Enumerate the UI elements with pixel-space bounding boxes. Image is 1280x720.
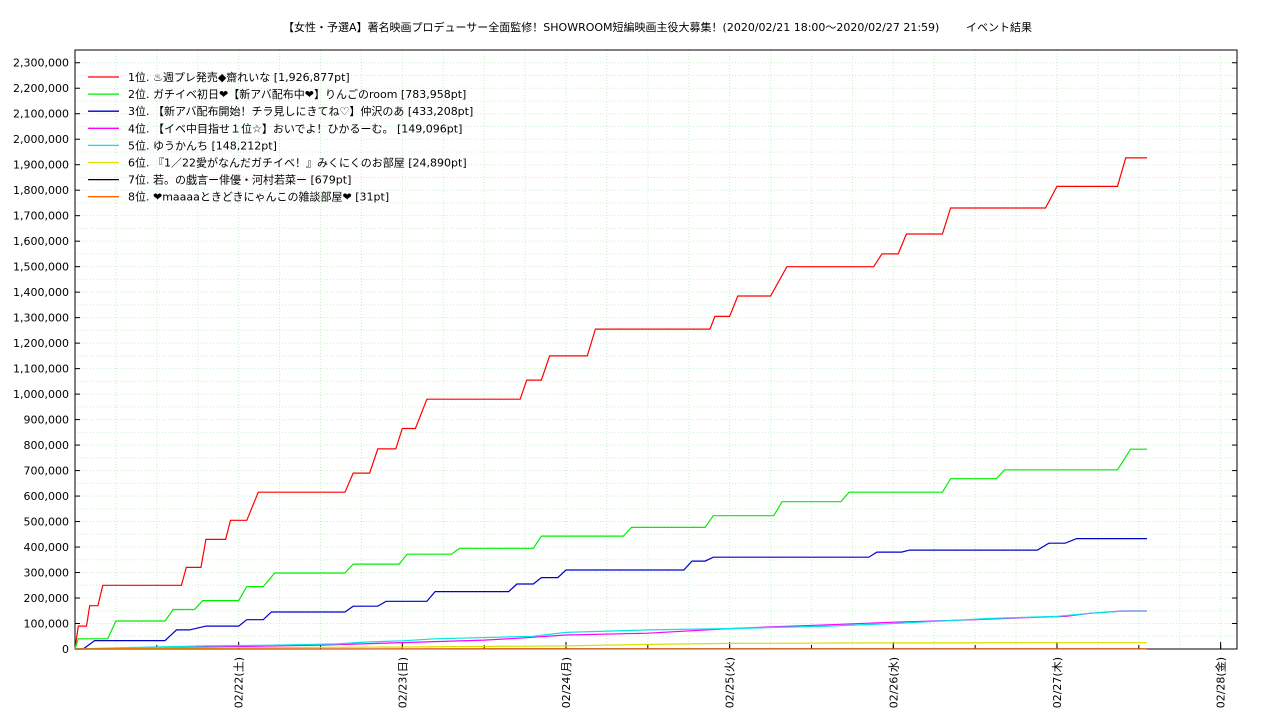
y-tick-label: 900,000 bbox=[24, 414, 70, 427]
y-tick-label: 300,000 bbox=[24, 567, 70, 580]
legend-label-7: 7位. 若。の戯言ー俳優・河村若菜ー [679pt] bbox=[128, 173, 351, 187]
x-tick-label: 02/28(金) bbox=[1214, 657, 1228, 708]
y-tick-label: 1,300,000 bbox=[13, 312, 69, 325]
y-tick-label: 1,000,000 bbox=[13, 388, 69, 401]
x-tick-label: 02/22(土) bbox=[233, 657, 246, 708]
grid-layer bbox=[74, 49, 1237, 650]
y-tick-label: 200,000 bbox=[24, 592, 70, 605]
series-line-5 bbox=[74, 610, 1147, 650]
chart-subtitle: イベント結果 bbox=[966, 20, 1032, 34]
series-line-6 bbox=[74, 642, 1147, 650]
y-tick-label: 800,000 bbox=[24, 439, 70, 452]
y-tick-label: 1,200,000 bbox=[13, 337, 69, 350]
series-line-2 bbox=[74, 448, 1147, 650]
x-tick-label: 02/27(木) bbox=[1051, 657, 1064, 708]
x-tick-label: 02/25(火) bbox=[724, 657, 737, 708]
legend-label-1: 1位. ♨週プレ発売◆齋れいな [1,926,877pt] bbox=[128, 70, 350, 84]
legend-label-6: 6位. 『1／22愛がなんだガチイベ！』みくにくのお部屋 [24,890pt] bbox=[128, 156, 467, 170]
y-tick-label: 2,300,000 bbox=[13, 57, 69, 70]
x-tick-label: 02/26(水) bbox=[887, 657, 900, 708]
y-tick-label: 2,100,000 bbox=[13, 108, 69, 121]
y-tick-label: 1,600,000 bbox=[13, 235, 69, 248]
y-tick-label: 1,800,000 bbox=[13, 184, 69, 197]
y-tick-label: 400,000 bbox=[24, 541, 70, 554]
y-tick-label: 2,200,000 bbox=[13, 82, 69, 95]
y-tick-label: 2,000,000 bbox=[13, 133, 69, 146]
axis-layer: 0 100,000 200,000 300,000 400,000 500,000 600,… bbox=[13, 49, 1238, 708]
y-tick-label: 600,000 bbox=[24, 490, 70, 503]
legend-label-2: 2位. ガチイベ初日❤【新アバ配布中❤】りんごのroom [783,958pt] bbox=[128, 87, 466, 101]
legend: 1位. ♨週プレ発売◆齋れいな [1,926,877pt] 2位. ガチイベ初日❤… bbox=[88, 70, 473, 204]
x-tick-label: 02/23(日) bbox=[396, 657, 409, 708]
legend-label-5: 5位. ゆうかんち [148,212pt] bbox=[128, 138, 277, 152]
y-tick-label: 700,000 bbox=[24, 465, 70, 478]
y-tick-label: 1,700,000 bbox=[13, 210, 69, 223]
y-tick-label: 1,400,000 bbox=[13, 286, 69, 299]
y-tick-label: 1,500,000 bbox=[13, 261, 69, 274]
y-tick-label: 0 bbox=[62, 643, 69, 656]
legend-label-8: 8位. ❤maaaaときどきにゃんこの雑談部屋❤ [31pt] bbox=[128, 190, 389, 204]
y-tick-label: 1,100,000 bbox=[13, 363, 69, 376]
legend-label-4: 4位. 【イベ中目指せ１位☆】おいでよ！ひかるーむ。 [149,096pt] bbox=[128, 121, 462, 135]
chart-title: 【女性・予選A】著名映画プロデューサー全面監修！SHOWROOM短編映画主役大募… bbox=[283, 20, 939, 34]
series-line-1 bbox=[74, 157, 1147, 650]
series-line-3 bbox=[75, 538, 1147, 650]
y-tick-label: 500,000 bbox=[24, 516, 70, 529]
x-tick-label: 02/24(月) bbox=[560, 657, 573, 708]
legend-label-3: 3位. 【新アバ配布開始！チラ見しにきてね♡】仲沢のあ [433,208pt] bbox=[128, 104, 473, 118]
y-tick-label: 1,900,000 bbox=[13, 159, 69, 172]
y-tick-label: 100,000 bbox=[24, 618, 70, 631]
series-layer bbox=[74, 157, 1147, 650]
